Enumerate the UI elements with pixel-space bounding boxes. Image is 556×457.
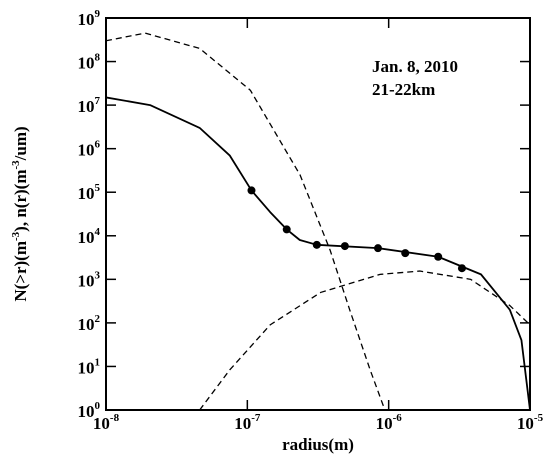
plot-frame bbox=[105, 17, 531, 411]
y-tick-label: 105 bbox=[78, 182, 101, 203]
y-tick-label: 104 bbox=[78, 225, 101, 246]
dashed-curve bbox=[106, 32, 386, 410]
solid-curve bbox=[106, 96, 530, 410]
y-tick-label: 103 bbox=[78, 269, 101, 290]
y-tick-label: 107 bbox=[78, 95, 101, 116]
annotation-altitude: 21-22km bbox=[372, 80, 435, 99]
y-tick-label: 102 bbox=[78, 312, 101, 333]
y-tick-label: 108 bbox=[78, 51, 101, 72]
y-tick-label: 100 bbox=[78, 400, 101, 421]
x-tick-label: 10-8 bbox=[93, 412, 120, 433]
dashed-curve bbox=[199, 270, 530, 410]
x-tick-label: 10-5 bbox=[517, 412, 544, 433]
y-axis-label: N(>r)(m-3), n(r)(m-3/um) bbox=[10, 126, 30, 301]
annotation-date: Jan. 8, 2010 bbox=[372, 57, 458, 76]
y-tick-label: 109 bbox=[78, 8, 101, 29]
x-tick-label: 10-7 bbox=[234, 412, 261, 433]
y-tick-label: 101 bbox=[78, 356, 101, 377]
y-tick-label: 106 bbox=[78, 138, 101, 159]
x-axis-label: radius(m) bbox=[282, 435, 354, 454]
x-tick-label: 10-6 bbox=[376, 412, 403, 433]
